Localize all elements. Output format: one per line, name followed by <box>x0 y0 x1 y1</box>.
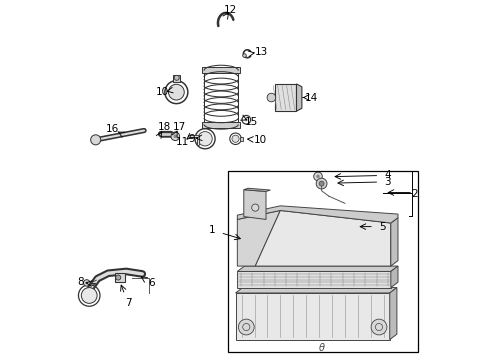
Bar <box>115 273 125 282</box>
Polygon shape <box>255 211 390 266</box>
Text: 12: 12 <box>224 5 237 15</box>
Text: 4: 4 <box>384 170 390 180</box>
Polygon shape <box>296 84 301 111</box>
Circle shape <box>316 178 326 189</box>
Bar <box>228 171 418 352</box>
Bar <box>239 137 243 140</box>
Text: 17: 17 <box>172 122 185 132</box>
Circle shape <box>244 118 247 122</box>
Text: 14: 14 <box>305 93 318 103</box>
Text: 15: 15 <box>244 117 257 127</box>
Text: 1: 1 <box>208 225 215 235</box>
Text: 8: 8 <box>78 277 84 287</box>
Text: 18: 18 <box>158 122 171 132</box>
Circle shape <box>90 135 101 145</box>
Polygon shape <box>237 206 397 223</box>
Polygon shape <box>237 211 280 266</box>
Circle shape <box>198 132 212 146</box>
Text: 10: 10 <box>155 87 168 97</box>
Bar <box>202 122 240 128</box>
Text: 9: 9 <box>188 134 194 144</box>
Circle shape <box>231 135 239 142</box>
Text: 11: 11 <box>176 138 189 147</box>
Bar <box>173 75 180 82</box>
Circle shape <box>242 54 246 57</box>
Circle shape <box>316 175 319 178</box>
Text: 16: 16 <box>106 124 119 134</box>
Circle shape <box>173 134 177 138</box>
Circle shape <box>168 84 184 100</box>
Text: 10: 10 <box>253 135 266 145</box>
Polygon shape <box>274 84 296 111</box>
Bar <box>202 67 240 73</box>
Circle shape <box>116 275 121 280</box>
Text: 13: 13 <box>255 46 268 57</box>
Polygon shape <box>237 271 390 288</box>
Circle shape <box>251 204 258 211</box>
Polygon shape <box>389 288 396 339</box>
Circle shape <box>266 93 275 102</box>
Circle shape <box>319 181 324 186</box>
Circle shape <box>81 288 97 303</box>
Polygon shape <box>390 266 397 288</box>
Circle shape <box>370 319 386 335</box>
Circle shape <box>83 280 90 286</box>
Text: 7: 7 <box>124 298 131 308</box>
Polygon shape <box>244 188 270 192</box>
Polygon shape <box>237 266 397 271</box>
Text: $\theta$: $\theta$ <box>317 341 325 353</box>
Polygon shape <box>235 288 396 293</box>
Text: 2: 2 <box>411 189 417 199</box>
Text: 5: 5 <box>379 222 385 231</box>
Polygon shape <box>244 190 265 220</box>
Circle shape <box>171 132 179 140</box>
Text: 6: 6 <box>148 278 154 288</box>
Circle shape <box>174 75 179 80</box>
Circle shape <box>85 282 88 284</box>
Polygon shape <box>390 218 397 266</box>
Circle shape <box>313 172 322 181</box>
Polygon shape <box>235 293 389 339</box>
Text: 3: 3 <box>384 177 390 187</box>
Circle shape <box>238 319 254 335</box>
